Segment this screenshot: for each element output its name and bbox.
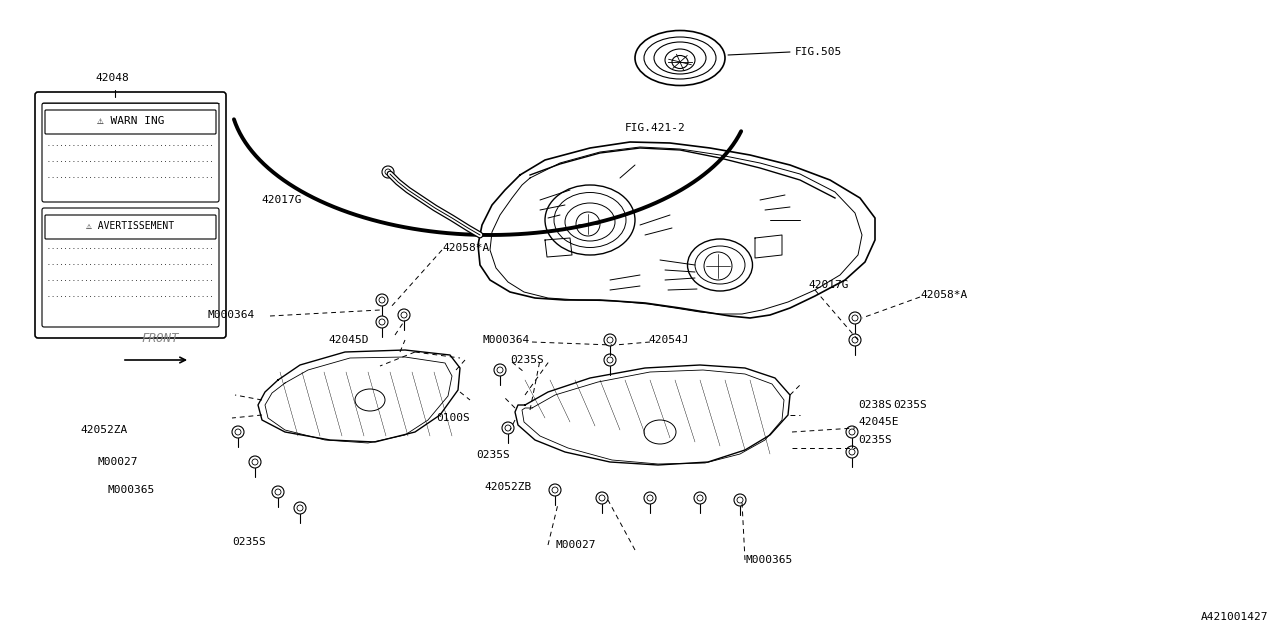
Text: FRONT: FRONT [141,332,179,345]
Text: 42054J: 42054J [648,335,689,345]
Text: 0235S: 0235S [893,400,927,410]
Text: FIG.505: FIG.505 [795,47,842,57]
Text: 42058*A: 42058*A [920,290,968,300]
Text: ⚠ WARN ING: ⚠ WARN ING [97,116,164,126]
Text: 42045E: 42045E [858,417,899,427]
Text: 0235S: 0235S [509,355,544,365]
Text: FIG.421-2: FIG.421-2 [625,123,686,133]
Text: 0235S: 0235S [476,450,509,460]
Text: 0238S: 0238S [858,400,892,410]
Text: 0100S: 0100S [436,413,470,423]
Text: M00027: M00027 [97,457,138,467]
Text: 0235S: 0235S [858,435,892,445]
Text: 42052ZB: 42052ZB [484,482,531,492]
Text: 42017G: 42017G [808,280,849,290]
Text: M000364: M000364 [483,335,530,345]
Text: M000365: M000365 [108,485,155,495]
Text: 42017G: 42017G [261,195,302,205]
Text: 42045D: 42045D [328,335,369,345]
Text: M000364: M000364 [207,310,255,320]
Text: A421001427: A421001427 [1201,612,1268,622]
Text: 42048: 42048 [95,73,129,83]
Text: M00027: M00027 [556,540,595,550]
Text: 42052ZA: 42052ZA [81,425,128,435]
Text: 0235S: 0235S [232,537,266,547]
Text: ⚠ AVERTISSEMENT: ⚠ AVERTISSEMENT [87,221,174,231]
Text: M000365: M000365 [745,555,792,565]
Text: 42058*A: 42058*A [442,243,489,253]
